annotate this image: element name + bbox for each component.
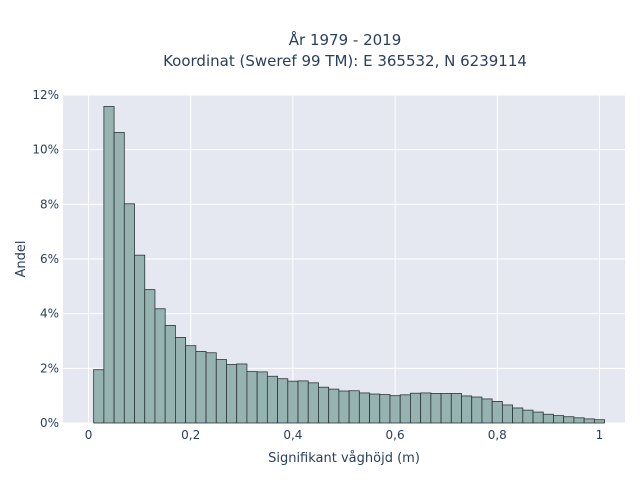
y-tick-label: 2%: [40, 361, 59, 375]
histogram-bar: [113, 132, 125, 424]
histogram-bar: [430, 393, 442, 424]
histogram-bar: [450, 393, 462, 424]
histogram-bar: [287, 380, 299, 424]
y-axis-ticks: 0% 2% 4% 6% 8% 10% 12%: [32, 88, 59, 430]
y-tick-label: 12%: [32, 88, 59, 102]
histogram-bar: [369, 393, 381, 424]
histogram-bar: [440, 393, 452, 424]
histogram-bar: [389, 395, 401, 424]
x-tick-label: 0: [85, 428, 93, 442]
histogram-bar: [338, 390, 350, 424]
x-axis-ticks: 0 0,2 0,4 0,6 0,8 1: [85, 428, 604, 442]
histogram-bar: [563, 416, 575, 424]
y-tick-label: 8%: [40, 197, 59, 211]
histogram-bar: [532, 411, 544, 424]
histogram-bar: [226, 364, 238, 424]
histogram-bar: [542, 413, 554, 424]
chart-title-line1: År 1979 - 2019: [289, 30, 402, 49]
histogram-bar: [256, 371, 268, 424]
y-tick-label: 4%: [40, 307, 59, 321]
histogram-bar: [205, 352, 217, 424]
histogram-bars: [93, 106, 605, 424]
histogram-bar: [318, 386, 330, 424]
histogram-bar: [144, 289, 156, 424]
histogram-bar: [297, 380, 309, 424]
x-tick-label: 0,2: [181, 428, 200, 442]
histogram-bar: [583, 418, 595, 424]
histogram-bar: [215, 359, 227, 424]
histogram-bar: [522, 409, 534, 424]
histogram-bar: [246, 371, 258, 424]
histogram-bar: [93, 369, 105, 424]
histogram-bar: [491, 401, 503, 424]
histogram-bar: [358, 392, 370, 424]
histogram-bar: [410, 392, 422, 424]
histogram-bar: [553, 415, 565, 424]
histogram-bar: [277, 378, 289, 424]
x-axis-label: Signifikant våghöjd (m): [268, 451, 420, 466]
histogram-bar: [348, 390, 360, 424]
histogram-bar: [195, 350, 207, 424]
histogram-bar: [328, 388, 340, 424]
histogram-bar: [379, 394, 391, 424]
y-tick-label: 6%: [40, 252, 59, 266]
histogram-bar: [154, 308, 166, 424]
histogram-bar: [236, 363, 248, 424]
histogram-bar: [501, 404, 513, 424]
histogram-bar: [471, 396, 483, 424]
histogram-bar: [185, 345, 197, 424]
y-tick-label: 10%: [32, 143, 59, 157]
histogram-bar: [174, 337, 187, 424]
histogram-bar: [266, 375, 278, 424]
histogram-bar: [573, 417, 585, 424]
x-tick-label: 1: [596, 428, 604, 442]
histogram-bar: [307, 382, 319, 424]
histogram-bar: [512, 407, 524, 424]
y-axis-label: Andel: [14, 241, 29, 278]
chart-title-line2: Koordinat (Sweref 99 TM): E 365532, N 62…: [163, 52, 527, 70]
histogram-bar: [103, 106, 115, 424]
histogram-bar: [593, 419, 605, 424]
histogram-bar: [399, 394, 411, 424]
histogram-bar: [123, 203, 135, 424]
x-tick-label: 0,8: [488, 428, 507, 442]
histogram-bar: [461, 395, 473, 424]
histogram-bar: [164, 325, 176, 424]
x-tick-label: 0,4: [283, 428, 302, 442]
histogram-bar: [134, 254, 146, 424]
y-tick-label: 0%: [40, 416, 59, 430]
x-tick-label: 0,6: [386, 428, 405, 442]
histogram-bar: [420, 392, 432, 424]
histogram-bar: [481, 398, 493, 424]
